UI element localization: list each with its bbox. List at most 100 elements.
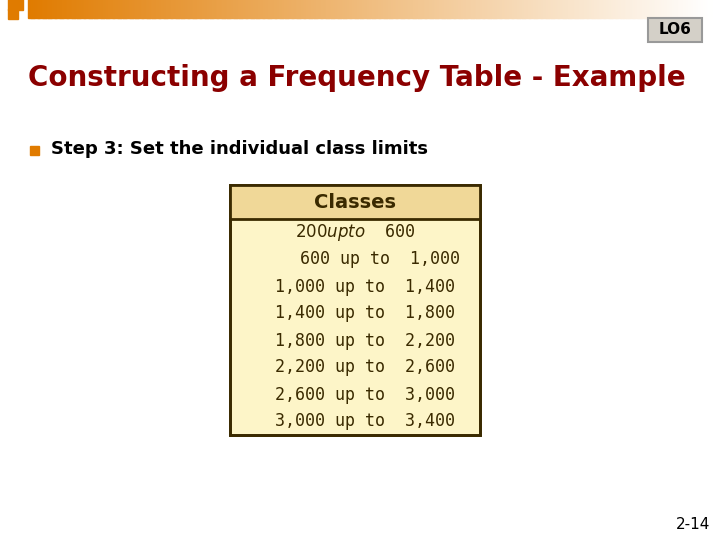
Bar (230, 185, 480, 219)
Bar (647, 0, 649, 18)
Bar (79, 0, 81, 18)
Bar (297, 0, 300, 18)
Bar (464, 0, 467, 18)
Bar (326, 0, 328, 18)
Bar (261, 0, 264, 18)
Bar (374, 0, 377, 18)
Bar (538, 0, 540, 18)
Bar (563, 0, 566, 18)
Bar (468, 0, 470, 18)
Bar (253, 0, 256, 18)
Bar (194, 0, 196, 18)
Bar (124, 0, 126, 18)
Bar (657, 0, 660, 18)
Bar (209, 0, 211, 18)
Bar (240, 0, 242, 18)
Bar (199, 0, 201, 18)
Bar (350, 0, 353, 18)
Bar (272, 0, 274, 18)
Bar (498, 0, 501, 18)
Bar (62, 0, 64, 18)
Bar (590, 0, 593, 18)
Bar (139, 0, 141, 18)
Bar (256, 0, 258, 18)
Bar (461, 0, 463, 18)
Bar (608, 0, 610, 18)
Bar (328, 0, 330, 18)
Bar (173, 0, 175, 18)
Bar (478, 0, 480, 18)
Bar (91, 0, 94, 18)
Bar (122, 0, 124, 18)
Bar (186, 0, 189, 18)
Bar (449, 0, 451, 18)
Bar (233, 0, 235, 18)
Bar (354, 0, 356, 18)
Bar (98, 0, 100, 18)
Bar (690, 0, 692, 18)
Bar (163, 0, 165, 18)
Bar (53, 0, 55, 18)
Bar (634, 0, 636, 18)
Bar (466, 0, 469, 18)
Bar (357, 0, 359, 18)
Bar (398, 0, 400, 18)
Bar (550, 0, 552, 18)
Bar (603, 0, 605, 18)
Bar (325, 0, 327, 18)
Bar (269, 0, 271, 18)
Bar (224, 0, 226, 18)
Bar (132, 0, 134, 18)
Bar (250, 0, 252, 18)
Bar (650, 0, 652, 18)
Bar (159, 0, 161, 18)
Bar (307, 0, 310, 18)
Bar (701, 0, 703, 18)
Text: $  200 up to $  600: $ 200 up to $ 600 (294, 222, 415, 243)
Bar (74, 0, 76, 18)
Bar (534, 0, 536, 18)
Bar (565, 0, 567, 18)
Bar (161, 0, 163, 18)
Bar (601, 0, 603, 18)
Bar (362, 0, 364, 18)
Bar (104, 0, 107, 18)
Bar (423, 0, 426, 18)
Bar (364, 0, 366, 18)
Text: 3,000 up to  3,400: 3,000 up to 3,400 (255, 413, 455, 430)
Bar (333, 0, 336, 18)
Bar (572, 0, 574, 18)
Bar (691, 0, 693, 18)
Bar (125, 0, 127, 18)
Bar (222, 0, 225, 18)
Bar (248, 0, 250, 18)
Bar (553, 0, 555, 18)
Bar (258, 0, 261, 18)
Bar (427, 0, 429, 18)
Bar (38, 0, 40, 18)
Bar (500, 0, 503, 18)
Bar (413, 0, 415, 18)
Bar (516, 0, 518, 18)
Bar (523, 0, 525, 18)
Bar (667, 0, 670, 18)
Text: 1,000 up to  1,400: 1,000 up to 1,400 (255, 278, 455, 295)
Bar (88, 0, 90, 18)
Bar (137, 0, 140, 18)
Bar (168, 0, 170, 18)
Bar (371, 0, 373, 18)
Bar (388, 0, 390, 18)
Bar (204, 0, 206, 18)
Bar (560, 0, 562, 18)
Bar (99, 0, 102, 18)
Bar (135, 0, 138, 18)
Bar (230, 185, 480, 435)
Bar (210, 0, 212, 18)
Bar (321, 0, 323, 18)
Bar (156, 0, 158, 18)
Bar (401, 0, 404, 18)
Bar (71, 0, 73, 18)
Bar (343, 0, 346, 18)
Bar (415, 0, 418, 18)
Bar (55, 0, 58, 18)
